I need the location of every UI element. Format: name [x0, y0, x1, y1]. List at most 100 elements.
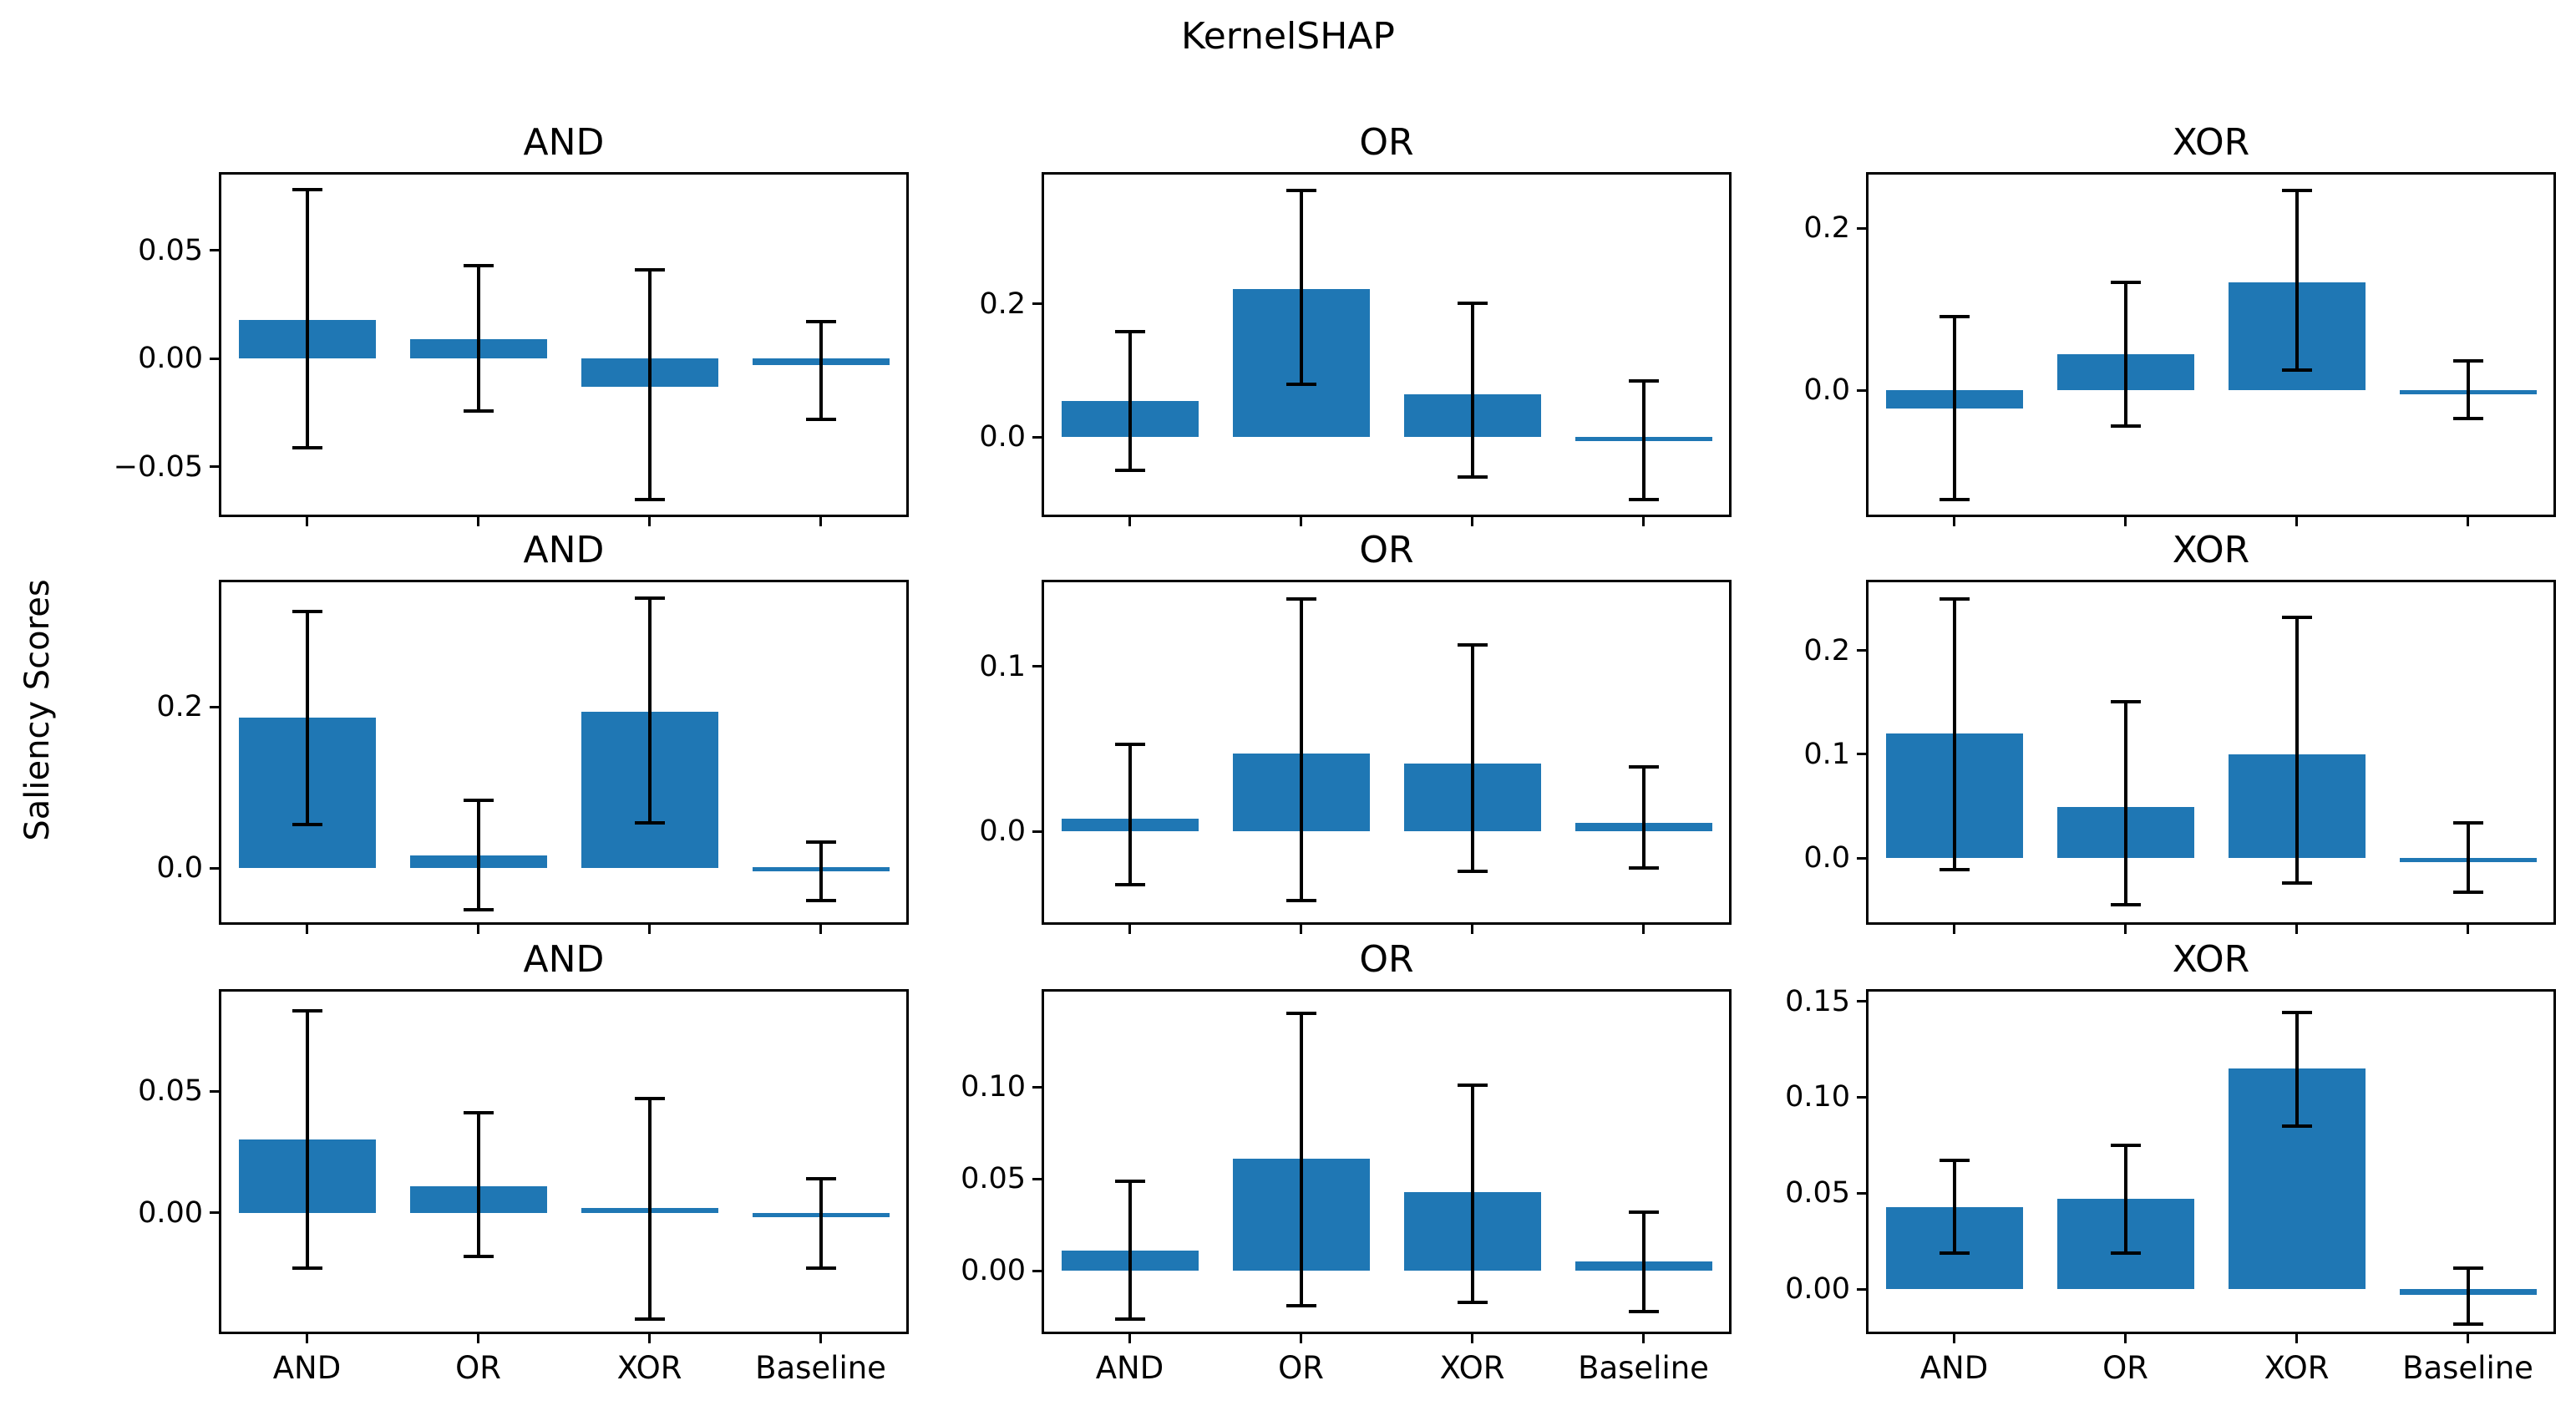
y-tick	[210, 705, 219, 708]
subplot-title: OR	[1359, 529, 1414, 571]
error-bar-cap-top	[1285, 596, 1316, 601]
subplot-title: OR	[1359, 938, 1414, 981]
x-tick	[2124, 515, 2127, 526]
y-tick-label: 0.00	[1785, 1272, 1850, 1307]
y-tick-label: 0.1	[979, 649, 1026, 683]
plot-area: 0.2 0.0	[1803, 172, 2556, 526]
error-bar-cap-top	[805, 840, 836, 844]
subplot-title: AND	[523, 529, 605, 571]
error-bar-cap-bottom	[1628, 1309, 1659, 1313]
error-bar-cap-top	[463, 799, 494, 803]
error-bar-line	[1641, 380, 1645, 500]
x-tick-label: OR	[1278, 1350, 1324, 1386]
error-bar-line	[819, 1178, 823, 1269]
error-bar-cap-top	[463, 263, 494, 267]
x-tick	[2467, 1332, 2469, 1343]
error-bar-line	[1299, 1013, 1303, 1307]
error-bar-cap-top	[805, 1176, 836, 1180]
error-bar-line	[1641, 767, 1645, 868]
error-bar-cap-top	[2452, 820, 2483, 825]
error-bar-cap-bottom	[1457, 1300, 1488, 1304]
y-tick-label: 0.0	[979, 420, 1026, 454]
x-tick	[1128, 1332, 1131, 1343]
figure-title: KernelSHAP	[1181, 15, 1395, 58]
plot-area: 0.2 0.0	[156, 580, 909, 934]
error-bar-line	[1128, 332, 1132, 471]
error-bar-line	[305, 611, 309, 825]
error-bar-cap-top	[463, 1111, 494, 1115]
y-tick-label: 0.05	[138, 1074, 203, 1109]
x-tick	[2295, 922, 2298, 934]
error-bar-cap-bottom	[2281, 368, 2312, 373]
error-bar-line	[476, 1113, 480, 1256]
y-tick	[1857, 226, 1866, 230]
plot-area: 0.15 0.10 0.05 0.00 AND OR XOR Baseline	[1785, 985, 2556, 1386]
y-tick-label: 0.0	[979, 815, 1026, 849]
error-bar-cap-bottom	[463, 409, 494, 413]
error-bar-cap-top	[292, 1009, 322, 1013]
y-tick-label: 0.0	[1803, 841, 1850, 875]
error-bar-cap-bottom	[634, 821, 665, 825]
x-tick	[306, 922, 308, 934]
plot-area: 0.05 0.00 −0.05	[114, 172, 909, 526]
error-bar-cap-bottom	[463, 907, 494, 911]
y-tick-label: 0.00	[961, 1254, 1026, 1288]
error-bar-cap-bottom	[2452, 417, 2483, 421]
error-bar-cap-top	[634, 1096, 665, 1100]
error-bar-cap-bottom	[2281, 881, 2312, 885]
y-tick-label: 0.10	[1785, 1080, 1850, 1114]
y-tick	[1032, 302, 1042, 306]
error-bar-line	[2295, 617, 2299, 883]
error-bar-cap-top	[1114, 1179, 1145, 1183]
x-tick	[1471, 1332, 1473, 1343]
y-tick-label: 0.00	[138, 342, 203, 376]
y-tick	[210, 357, 219, 360]
y-tick	[1857, 388, 1866, 392]
x-tick	[1128, 515, 1131, 526]
error-bar-cap-top	[2452, 359, 2483, 363]
error-bar-line	[647, 270, 652, 500]
x-tick	[477, 515, 479, 526]
y-tick-label: 0.05	[961, 1162, 1026, 1196]
error-bar-line	[2123, 1144, 2127, 1253]
error-bar-cap-top	[2110, 1143, 2141, 1147]
y-tick-label: 0.0	[156, 851, 203, 886]
x-tick	[819, 1332, 822, 1343]
error-bar-cap-top	[2110, 281, 2141, 285]
error-bar-cap-bottom	[463, 1254, 494, 1258]
x-tick	[2295, 515, 2298, 526]
y-tick	[210, 465, 219, 469]
x-tick	[2124, 922, 2127, 934]
y-tick	[1032, 665, 1042, 668]
plot-area: 0.1 0.0	[979, 580, 1732, 934]
y-tick-label: 0.15	[1785, 984, 1850, 1018]
error-bar-cap-bottom	[1285, 1304, 1316, 1308]
error-bar-cap-top	[1457, 302, 1488, 306]
y-tick-label: 0.10	[961, 1070, 1026, 1104]
x-tick	[648, 1332, 651, 1343]
error-bar-cap-bottom	[1939, 497, 1970, 501]
x-tick-label: XOR	[2264, 1350, 2330, 1386]
x-tick	[819, 515, 822, 526]
error-bar-line	[1470, 1085, 1474, 1302]
subplot-title: AND	[523, 938, 605, 981]
subplot-title: XOR	[2172, 938, 2250, 981]
error-bar-line	[1299, 190, 1303, 385]
x-tick	[648, 922, 651, 934]
error-bar-line	[647, 1098, 652, 1320]
y-tick-label: −0.05	[113, 449, 203, 484]
y-tick	[1857, 1095, 1866, 1099]
error-bar-cap-bottom	[1285, 899, 1316, 903]
error-bar-cap-bottom	[805, 1266, 836, 1271]
y-tick-label: 0.05	[138, 233, 203, 267]
x-tick	[1953, 1332, 1955, 1343]
error-bar-cap-top	[1285, 189, 1316, 193]
subplot-title: XOR	[2172, 529, 2250, 571]
y-tick	[1857, 753, 1866, 756]
x-tick	[1128, 922, 1131, 934]
x-tick	[648, 515, 651, 526]
error-bar-cap-top	[634, 596, 665, 601]
subplot-title: OR	[1359, 121, 1414, 164]
error-bar-cap-bottom	[1457, 869, 1488, 873]
